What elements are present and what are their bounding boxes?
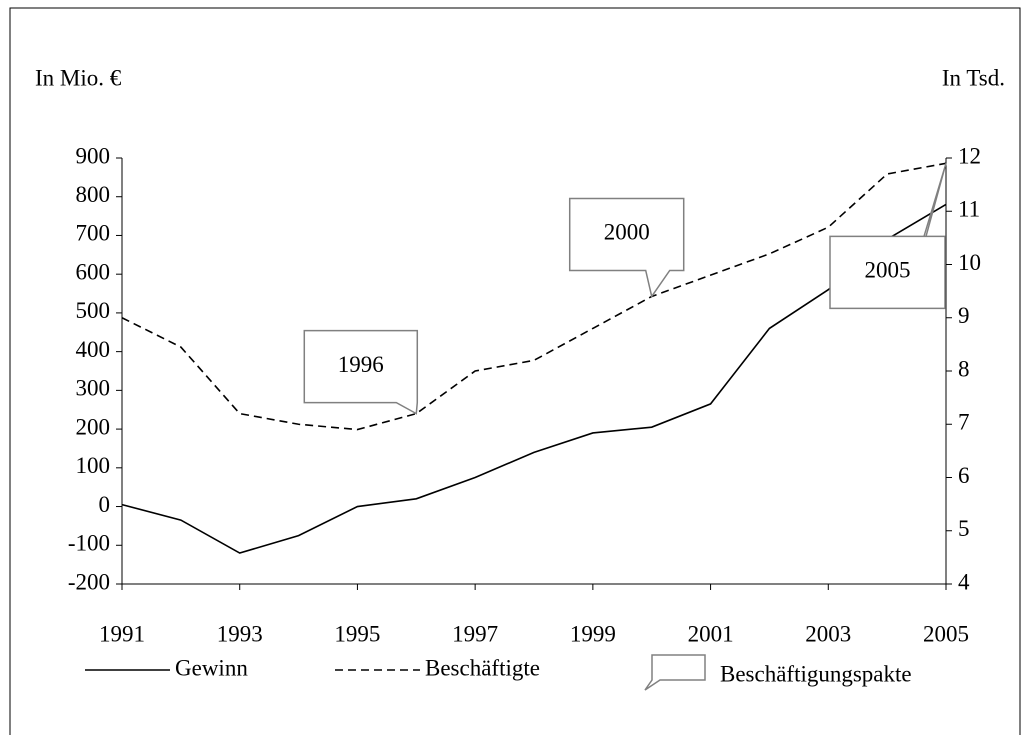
callout-box (829, 163, 947, 310)
y2-tick-label: 11 (958, 197, 980, 222)
y2-tick-label: 5 (958, 516, 970, 541)
frame (9, 7, 1021, 735)
series-line (121, 203, 947, 554)
callout-text: 1996 (338, 352, 384, 377)
y-tick-label: 600 (76, 259, 111, 284)
series-line (121, 162, 947, 431)
callout-text: 2005 (865, 258, 911, 283)
y-tick-label: 800 (76, 182, 111, 207)
y2-tick-label: 7 (958, 410, 970, 435)
x-tick-label: 1997 (452, 621, 498, 646)
y-tick-label: 0 (99, 492, 111, 517)
x-tick-label: 1993 (217, 621, 263, 646)
callout-box (568, 197, 685, 299)
callout-box (303, 329, 419, 415)
y-tick-label: 100 (76, 453, 111, 478)
y-tick-label: 200 (76, 414, 111, 439)
x-tick-label: 1991 (99, 621, 145, 646)
x-tick-label: 1999 (570, 621, 616, 646)
x-tick-label: 2003 (805, 621, 851, 646)
legend-callout (644, 654, 706, 691)
legend-label: Beschäftigungspakte (720, 661, 912, 686)
y2-tick-label: 12 (958, 143, 981, 168)
callout-text: 2000 (604, 220, 650, 245)
x-tick-label: 1995 (334, 621, 380, 646)
y2-tick-label: 4 (958, 569, 970, 594)
y-tick-label: 500 (76, 298, 111, 323)
y-tick-label: 900 (76, 143, 111, 168)
y-tick-label: 400 (76, 337, 111, 362)
x-tick-label: 2005 (923, 621, 969, 646)
y-tick-label: -200 (68, 569, 110, 594)
y2-tick-label: 9 (958, 303, 970, 328)
y-axis-label: In Mio. € (35, 65, 122, 90)
y2-tick-label: 10 (958, 250, 981, 275)
legend-label: Beschäftigte (425, 655, 540, 680)
x-tick-label: 2001 (688, 621, 734, 646)
y-tick-label: -100 (68, 531, 110, 556)
legend-label: Gewinn (175, 655, 248, 680)
y2-tick-label: 8 (958, 356, 970, 381)
y2-tick-label: 6 (958, 463, 970, 488)
y2-axis-label: In Tsd. (942, 65, 1005, 90)
y-tick-label: 700 (76, 221, 111, 246)
y-tick-label: 300 (76, 376, 111, 401)
